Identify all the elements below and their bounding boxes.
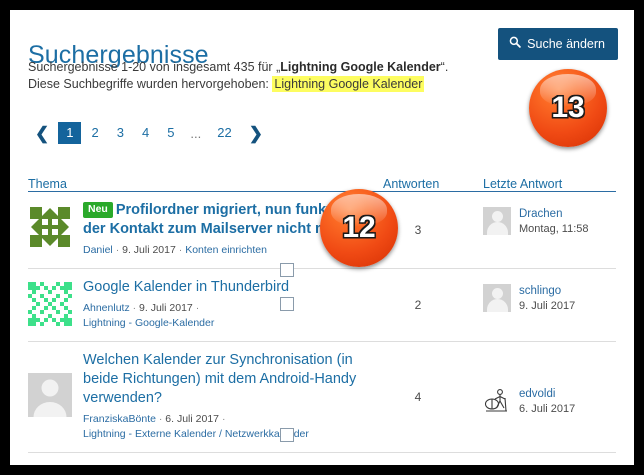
pagination-page-last[interactable]: 22 bbox=[217, 125, 232, 140]
change-search-label: Suche ändern bbox=[527, 36, 605, 51]
topic-cell: Welchen Kalender zur Synchronisation (in… bbox=[28, 351, 383, 442]
topic-title-text[interactable]: Welchen Kalender zur Synchronisation (in… bbox=[83, 352, 357, 406]
last-reply-text: schlingo 9. Juli 2017 bbox=[519, 284, 575, 314]
avatar-body bbox=[486, 299, 508, 312]
last-reply-date: 9. Juli 2017 bbox=[519, 300, 576, 312]
pagination-page-3[interactable]: 3 bbox=[116, 125, 124, 140]
replies-count: 4 bbox=[414, 389, 422, 404]
table-row[interactable]: Google Kalender in Thunderbird Ahnenlutz… bbox=[28, 269, 616, 342]
marker-badge-13: 13 bbox=[529, 69, 607, 147]
topic-date: 9. Juli 2017 bbox=[122, 244, 176, 256]
pagination-page-1[interactable]: 1 bbox=[58, 122, 82, 144]
topic-date: 9. Juli 2017 bbox=[139, 302, 193, 314]
page-title: Suchergebnisse bbox=[28, 40, 209, 69]
last-reply-text: edvoldi 6. Juli 2017 bbox=[519, 387, 575, 417]
green-pixel-identicon bbox=[28, 282, 72, 326]
default-user-avatar bbox=[483, 284, 511, 312]
highlight-label: Diese Suchbegriffe wurden hervorgehoben: bbox=[28, 77, 269, 91]
topic-title-text[interactable]: Google Kalender in Thunderbird bbox=[83, 279, 290, 295]
avatar-head bbox=[491, 211, 503, 222]
table-row[interactable]: Neu Profilordner migriert, nun funktionie… bbox=[28, 192, 616, 277]
topic-author[interactable]: Daniel bbox=[83, 244, 113, 256]
topic-text: Welchen Kalender zur Synchronisation (in… bbox=[83, 351, 383, 442]
topic-title[interactable]: Neu Profilordner migriert, nun funktionie… bbox=[83, 201, 379, 239]
meta-separator: · bbox=[158, 413, 163, 425]
topic-text: Google Kalender in Thunderbird Ahnenlutz… bbox=[83, 278, 383, 331]
meta-separator: · bbox=[195, 302, 200, 314]
pagination-page-4[interactable]: 4 bbox=[141, 125, 150, 140]
topic-forum[interactable]: Lightning - Google-Kalender bbox=[83, 317, 215, 329]
topic-forum[interactable]: Lightning - Externe Kalender / Netzwerkk… bbox=[83, 428, 309, 440]
search-results-page: Suchergebnisse Suchergebnisse 1-20 von i… bbox=[10, 10, 634, 465]
avatar-body bbox=[486, 222, 508, 235]
last-reply-cell: schlingo 9. Juli 2017 bbox=[483, 278, 616, 331]
result-query-term: Lightning Google Kalender bbox=[280, 60, 441, 74]
column-header-last-reply: Letzte Antwort bbox=[483, 177, 563, 191]
result-count-prefix: Suchergebnisse 1-20 von insgesamt 435 fü… bbox=[28, 60, 281, 74]
replies-count: 3 bbox=[414, 222, 422, 237]
pagination-next-icon[interactable]: ❯ bbox=[248, 123, 263, 143]
row-select-checkbox[interactable] bbox=[280, 297, 294, 311]
topic-author[interactable]: Ahnenlutz bbox=[83, 302, 130, 314]
last-reply-user[interactable]: Drachen bbox=[519, 208, 563, 220]
avatar-head bbox=[491, 288, 503, 299]
search-icon bbox=[509, 36, 521, 51]
topic-cell: Neu Profilordner migriert, nun funktionie… bbox=[28, 201, 383, 277]
last-reply-user[interactable]: edvoldi bbox=[519, 388, 556, 400]
topic-title[interactable]: Welchen Kalender zur Synchronisation (in… bbox=[83, 351, 379, 408]
row-select-checkbox[interactable] bbox=[280, 428, 294, 442]
last-reply-cell: Drachen Montag, 11:58 bbox=[483, 201, 616, 258]
default-user-avatar bbox=[28, 373, 72, 417]
result-count-suffix: “. bbox=[440, 60, 449, 74]
topic-text: Neu Profilordner migriert, nun funktionie… bbox=[83, 201, 383, 258]
pagination-page-2[interactable]: 2 bbox=[91, 125, 99, 140]
table-row[interactable]: Welchen Kalender zur Synchronisation (in… bbox=[28, 342, 616, 453]
change-search-button[interactable]: Suche ändern bbox=[498, 28, 618, 60]
topic-author[interactable]: FranziskaBönte bbox=[83, 413, 156, 425]
column-header-replies: Antworten bbox=[383, 177, 440, 191]
topic-title[interactable]: Google Kalender in Thunderbird bbox=[83, 278, 379, 297]
table-header-row: Thema Antworten Letzte Antwort bbox=[28, 165, 616, 192]
row-select-checkbox[interactable] bbox=[280, 263, 294, 277]
pagination-page-5[interactable]: 5 bbox=[167, 125, 175, 140]
highlight-line: Diese Suchbegriffe wurden hervorgehoben:… bbox=[28, 76, 425, 92]
results-table: Thema Antworten Letzte Antwort bbox=[28, 165, 616, 453]
topic-cell: Google Kalender in Thunderbird Ahnenlutz… bbox=[28, 278, 383, 331]
marker-number: 12 bbox=[342, 211, 376, 244]
pagination-prev-icon[interactable]: ❮ bbox=[35, 123, 50, 143]
last-reply-user[interactable]: schlingo bbox=[519, 285, 562, 297]
result-count-line: Suchergebnisse 1-20 von insgesamt 435 fü… bbox=[28, 60, 448, 74]
topic-title-text[interactable]: Profilordner migriert, nun funktioniert … bbox=[83, 202, 376, 237]
stick-figure-avatar bbox=[483, 387, 511, 415]
last-reply-date: Montag, 11:58 bbox=[519, 223, 589, 235]
replies-count: 2 bbox=[414, 297, 422, 312]
green-diamond-identicon bbox=[28, 205, 72, 249]
topic-meta: FranziskaBönte · 6. Juli 2017 · Lightnin… bbox=[83, 412, 379, 442]
last-reply-text: Drachen Montag, 11:58 bbox=[519, 207, 589, 237]
pagination[interactable]: ❮ 1 2 3 4 5 ... 22 ❯ bbox=[28, 122, 270, 144]
marker-number: 13 bbox=[551, 91, 585, 124]
topic-forum[interactable]: Konten einrichten bbox=[185, 244, 267, 256]
meta-separator: · bbox=[221, 413, 226, 425]
meta-separator: · bbox=[115, 244, 120, 256]
pagination-ellipsis: ... bbox=[190, 125, 202, 141]
meta-separator: · bbox=[178, 244, 183, 256]
highlighted-terms: Lightning Google Kalender bbox=[272, 76, 425, 92]
meta-separator: · bbox=[132, 302, 137, 314]
marker-badge-12: 12 bbox=[320, 189, 398, 267]
last-reply-cell: edvoldi 6. Juli 2017 bbox=[483, 351, 616, 442]
default-user-avatar bbox=[483, 207, 511, 235]
topic-meta: Daniel · 9. Juli 2017 · Konten einrichte… bbox=[83, 243, 379, 258]
topic-date: 6. Juli 2017 bbox=[165, 413, 220, 425]
column-header-topic: Thema bbox=[28, 177, 67, 191]
last-reply-date: 6. Juli 2017 bbox=[519, 403, 576, 415]
new-badge: Neu bbox=[83, 202, 113, 218]
topic-meta: Ahnenlutz · 9. Juli 2017 · Lightning - G… bbox=[83, 301, 379, 331]
